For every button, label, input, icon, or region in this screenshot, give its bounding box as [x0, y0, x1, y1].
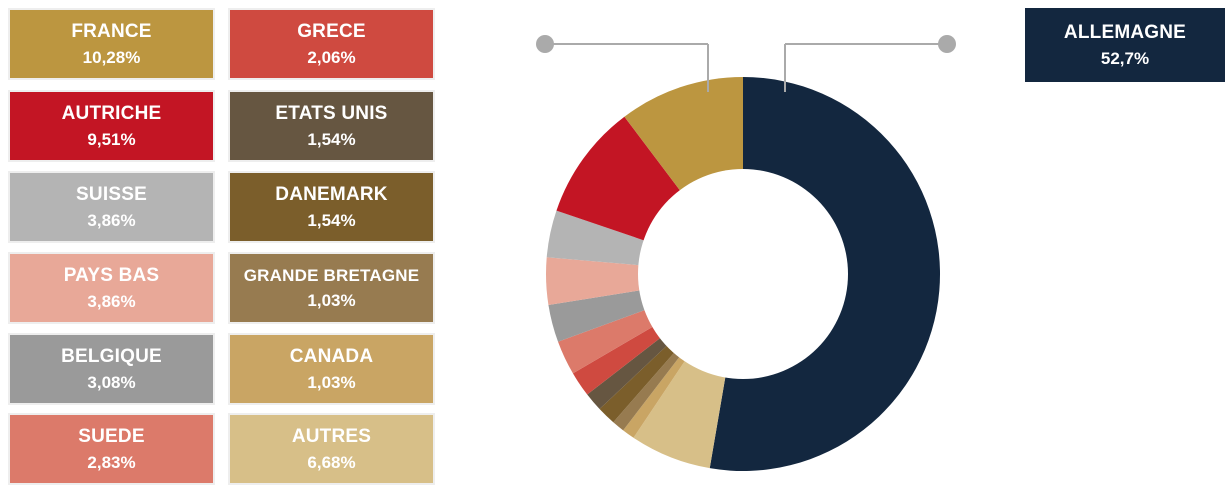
legend-value: 10,28% — [82, 47, 141, 67]
legend-label: AUTRICHE — [61, 103, 162, 124]
callout-dot-left — [536, 35, 554, 53]
callout-label: ALLEMAGNE — [1063, 22, 1187, 43]
legend-item-grece: GRECE 2,06% — [228, 8, 435, 80]
legend-item-danemark: DANEMARK 1,54% — [228, 171, 435, 243]
legend-item-suede: SUEDE 2,83% — [8, 413, 215, 485]
legend-value: 9,51% — [87, 129, 136, 149]
legend-label: FRANCE — [71, 21, 152, 42]
legend-value: 6,68% — [307, 452, 356, 472]
legend-item-etats-unis: ETATS UNIS 1,54% — [228, 90, 435, 162]
legend-label: GRECE — [297, 21, 366, 42]
legend-item-pays-bas: PAYS BAS 3,86% — [8, 252, 215, 324]
legend-item-suisse: SUISSE 3,86% — [8, 171, 215, 243]
legend-label: AUTRES — [291, 426, 372, 447]
legend-label: BELGIQUE — [61, 346, 162, 367]
legend-label: SUEDE — [78, 426, 145, 447]
legend-item-autres: AUTRES 6,68% — [228, 413, 435, 485]
legend-label: DANEMARK — [275, 184, 388, 205]
legend-value: 2,83% — [87, 452, 136, 472]
legend-item-belgique: BELGIQUE 3,08% — [8, 333, 215, 405]
legend-label: PAYS BAS — [63, 265, 160, 286]
legend-value: 1,03% — [307, 372, 356, 392]
legend-value: 1,54% — [307, 210, 356, 230]
legend-item-france: FRANCE 10,28% — [8, 8, 215, 80]
legend-value: 3,86% — [87, 291, 136, 311]
callout-lines — [536, 35, 956, 92]
legend-value: 1,03% — [307, 290, 356, 310]
legend-value: 3,86% — [87, 210, 136, 230]
callout-allemagne: ALLEMAGNE 52,7% — [1025, 8, 1225, 82]
legend-label: CANADA — [289, 346, 374, 367]
callout-dot-right — [938, 35, 956, 53]
legend-item-autriche: AUTRICHE 9,51% — [8, 90, 215, 162]
legend-label: SUISSE — [76, 184, 147, 205]
legend-value: 1,54% — [307, 129, 356, 149]
legend-value: 3,08% — [87, 372, 136, 392]
legend-value: 2,06% — [307, 47, 356, 67]
legend-label: GRANDE BRETAGNE — [243, 266, 420, 286]
legend-item-grande-bretagne: GRANDE BRETAGNE 1,03% — [228, 252, 435, 324]
legend-label: ETATS UNIS — [275, 103, 388, 124]
legend-item-canada: CANADA 1,03% — [228, 333, 435, 405]
callout-value: 52,7% — [1100, 48, 1150, 68]
donut-hole — [638, 169, 848, 379]
